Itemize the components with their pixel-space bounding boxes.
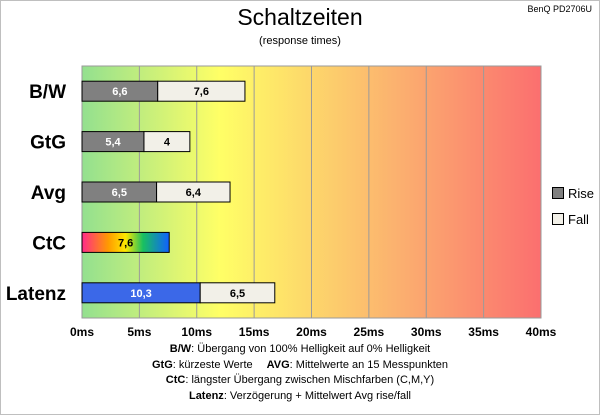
legend: Rise Fall [552, 180, 594, 232]
legend-label-fall: Fall [568, 211, 589, 227]
x-tick-label: 40ms [526, 325, 557, 339]
x-tick-label: 15ms [239, 325, 270, 339]
category-label: CtC [32, 233, 66, 254]
bar-fall [199, 282, 276, 304]
bar-fall-label: 4 [164, 137, 171, 149]
bar-fall-label: 6,5 [230, 288, 245, 300]
bar-fall [143, 131, 191, 153]
category-label: B/W [29, 82, 66, 103]
category-label: Avg [31, 183, 66, 204]
chart-subtitle: (response times) [259, 35, 341, 47]
bar-fall [156, 181, 231, 203]
legend-item-fall: Fall [552, 206, 594, 232]
legend-label-rise: Rise [568, 185, 595, 201]
x-tick-label: 5ms [127, 325, 151, 339]
notes: B/W: Übergang von 100% Helligkeit auf 0%… [0, 342, 600, 404]
bar-rise-label: 6,6 [112, 86, 127, 98]
bar-rise [81, 231, 170, 253]
x-tick-label: 30ms [411, 325, 442, 339]
bar-rise-label: 7,6 [118, 237, 133, 249]
bar-fall [157, 80, 246, 102]
note-bw: B/W: Übergang von 100% Helligkeit auf 0%… [169, 343, 431, 355]
bar-rise-label: 5,4 [105, 137, 121, 149]
legend-item-rise: Rise [552, 180, 594, 206]
bar-fall-label: 7,6 [194, 86, 209, 98]
bar-rise-label: 6,5 [112, 187, 127, 199]
note-gtg-avg: GtG: kürzeste Werte AVG: Mittelwerte an 1… [151, 358, 449, 371]
monitor-model-label: BenQ PD2706U [527, 4, 592, 14]
legend-swatch-fall [552, 213, 564, 225]
x-tick-label: 35ms [468, 325, 499, 339]
note-latenz: Latenz: Verzögerung + Mittelwert Avg ris… [188, 389, 412, 402]
note-ctc: CtC: längster Übergang zwischen Mischfar… [165, 374, 435, 386]
bar-rise-label: 10,3 [130, 288, 151, 300]
category-label: GtG [30, 133, 66, 154]
x-tick-label: 25ms [354, 325, 385, 339]
chart-title: Schaltzeiten [237, 4, 363, 30]
x-tick-label: 20ms [296, 325, 327, 339]
x-tick-label: 0ms [70, 325, 94, 339]
category-label: Latenz [6, 284, 66, 305]
legend-swatch-rise [552, 187, 564, 199]
x-tick-label: 10ms [181, 325, 212, 339]
bar-fall-label: 6,4 [186, 187, 202, 199]
